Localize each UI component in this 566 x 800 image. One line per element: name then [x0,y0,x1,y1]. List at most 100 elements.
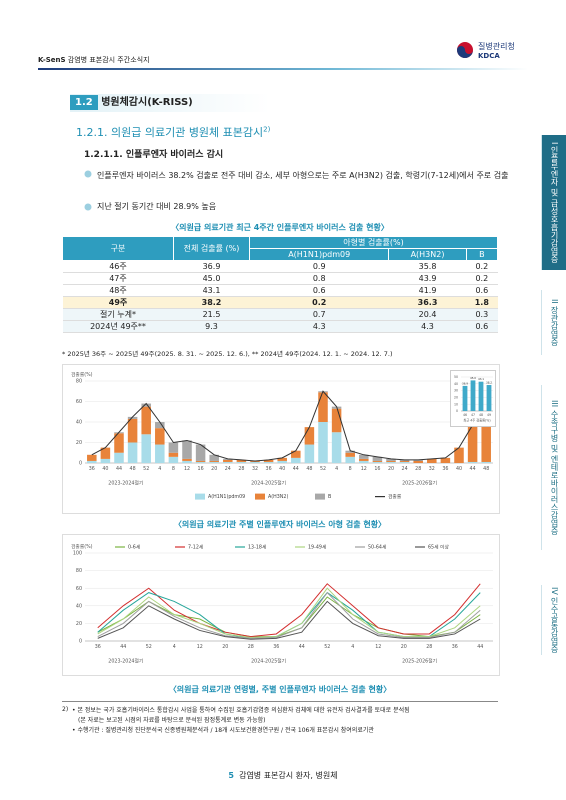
logo-abbr: KDCA [478,52,500,60]
legend-label: B [328,494,331,500]
table-row: 49주 38.2 0.2 36.3 1.8 [62,296,498,309]
x-tick-label: 20 [388,466,394,472]
x-tick-label: 12 [375,644,381,650]
table-cell: 절기 누계* [62,308,174,321]
bar-segment [277,460,287,463]
legend-label: 13-18세 [248,544,266,551]
bar-segment [141,403,151,407]
bar-segment [467,461,478,463]
table-cell: 46주 [62,260,174,273]
x-tick-label: 40 [102,466,108,472]
table-cell: 43.9 [388,272,467,285]
table-cell: 0.8 [249,272,389,285]
bar-segment [467,425,478,462]
table-row: 47주 45.0 0.8 43.9 0.2 [62,272,498,285]
bar-segment [386,458,396,461]
nav-tab[interactable]: III 수족구병 및 엔테로바이러스감염증 [541,385,566,550]
table-cell: 2024년 49주** [62,320,174,333]
bar-segment [399,459,410,461]
x-tick-label: 48 [483,466,489,472]
bar-segment [413,460,423,463]
bar-segment [195,460,206,462]
y-axis-title: 검출률(%) [71,371,93,378]
bar-segment [331,432,342,463]
subsection-text: 1.2.1. 의원급 의료기관 병원체 표본감시 [76,126,264,139]
x-tick-label: 20 [401,644,407,650]
bar-segment [141,434,151,463]
tab-label: 수족구병 및 엔테로바이러스감염증 [550,409,559,535]
nav-tab[interactable]: I 인플루엔자 및 급성호흡기감염증 [541,135,566,270]
table-cell: 1.8 [466,296,498,309]
legend-swatch [315,493,325,500]
table-cell: 0.6 [466,320,498,333]
bar-segment [345,452,355,457]
subsection-title: 1.2.1. 의원급 의료기관 병원체 표본감시2) [76,124,270,140]
col-head: 구분 [62,236,174,261]
table-cell: 20.4 [388,308,467,321]
bar-segment [168,456,179,463]
bar-segment [440,457,451,463]
x-tick-label: 24 [402,466,408,472]
x-tick-label: 52 [146,644,152,650]
x-tick-label: 48 [479,413,483,417]
bar-segment [291,457,301,463]
bar-segment [168,452,179,457]
bar-segment [386,460,396,462]
bar-segment [100,447,111,459]
bar-segment [250,460,260,462]
tab-label: 인플루엔자 및 급성호흡기감염증 [550,146,559,264]
y-tick-label: 20 [454,395,458,399]
table-cell: 4.3 [249,320,389,333]
bar-segment [236,459,247,462]
bar-segment [195,461,206,463]
chart-caption: 〈의원급 의료기관 연령별, 주별 인플루엔자 바이러스 검출 현황〉 [168,685,392,694]
col-head: 전체 검출률 (%) [173,236,250,261]
x-tick-label: 28 [248,644,254,650]
bar-segment [155,422,165,429]
y-tick-label: 0 [79,461,82,467]
table-caption: 〈의원급 의료기관 최근 4주간 인플루엔자 바이러스 검출 현황〉 [171,223,389,232]
data-line [97,591,481,639]
table-cell: 0.7 [249,308,389,321]
bar-segment [114,433,124,453]
data-line [97,583,481,638]
bar-segment [182,440,192,459]
table-cell: 45.0 [173,272,250,285]
bar [478,381,484,411]
table-cell: 36.3 [388,296,467,309]
y-tick-label: 80 [76,568,82,574]
x-tick-label: 8 [349,466,352,472]
y-tick-label: 20 [76,621,82,627]
x-tick-label: 36 [452,644,458,650]
x-tick-label: 44 [477,644,483,650]
bar-segment [359,454,369,459]
bar-segment [155,428,165,445]
x-tick-label: 36 [95,644,101,650]
period-label: 2025-2026절기 [402,480,437,487]
bar [486,385,492,411]
header-rule [38,68,528,70]
tab-num: I [550,141,559,144]
bar-segment [304,427,315,445]
nav-tab[interactable]: II 장관감염증 [541,290,566,355]
bar-segment [141,406,151,435]
bar-segment [399,461,410,463]
table-cell: 0.6 [466,284,498,297]
data-line [97,600,481,640]
col-head: 아형별 검출률(%) [249,236,498,249]
x-tick-label: 44 [299,644,305,650]
tab-num: III [550,400,559,408]
x-tick-label: 44 [293,466,299,472]
bar-segment [318,392,328,422]
x-tick-label: 12 [197,644,203,650]
nav-tab[interactable]: IV 인수공통감염증 [541,585,566,655]
footnotes: • 본 정보는 국가 호흡기바이러스 통합감시 사업을 통하여 수집된 호흡기감… [72,706,502,736]
bar-segment [345,456,355,463]
x-tick-label: 20 [211,466,217,472]
bar-segment [304,444,315,463]
bar-segment [155,444,165,463]
bar-segment [345,450,355,453]
tab-label: 인수공통감염증 [550,597,559,654]
bar-segment [182,458,192,461]
bar-segment [223,461,233,463]
